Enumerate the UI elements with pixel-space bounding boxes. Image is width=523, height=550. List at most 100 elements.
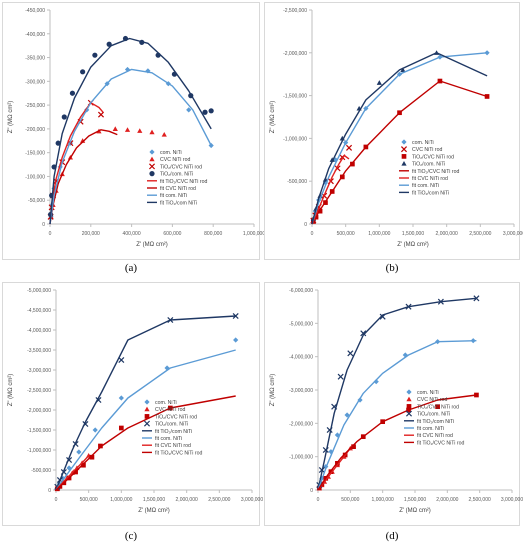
panel-d-frame bbox=[264, 282, 520, 526]
panel-c-x-tick-label: 1,500,000 bbox=[143, 497, 165, 503]
panel-a-y-tick-label: -150,000 bbox=[25, 151, 45, 157]
panel-b-series-4 bbox=[311, 80, 488, 225]
panel-d-data-point bbox=[351, 444, 356, 450]
panel-b-legend-label: fit TiO₂/com NiTi bbox=[412, 190, 449, 196]
panel-a-legend-label: com. NiTi bbox=[160, 150, 182, 156]
panel-b-series-5 bbox=[311, 154, 350, 225]
panel-a-data-point bbox=[137, 128, 143, 133]
panel-c-y-tick-label: 0 bbox=[48, 488, 51, 494]
panel-c-x-tick-label: 1,000,000 bbox=[110, 497, 132, 503]
panel-d-x-axis-title: Z' (MΩ cm²) bbox=[399, 508, 431, 514]
panel-a-data-point bbox=[124, 127, 131, 132]
panel-a-y-tick-label: -250,000 bbox=[25, 103, 45, 109]
panel-c-y-tick-label: -500,000 bbox=[31, 468, 51, 474]
panel-c-legend-label: fit CVC NiTi rod bbox=[155, 443, 191, 449]
panel-d-legend-label: fit CVC NiTi rod bbox=[417, 433, 453, 439]
panel-a-series-0 bbox=[48, 66, 214, 220]
panel-a-x-tick-label: 600,000 bbox=[163, 231, 181, 237]
panel-c-fit-line bbox=[55, 455, 90, 491]
panel-a-fit-line bbox=[49, 101, 104, 225]
panel-a-legend-label: CVC NiTi rod bbox=[160, 157, 190, 163]
panel-b-data-point bbox=[400, 67, 406, 72]
panel-c-caption: (c) bbox=[124, 530, 138, 542]
panel-d-caption: (d) bbox=[385, 530, 399, 542]
panel-a-data-point bbox=[186, 107, 192, 113]
panel-b-y-tick-label: 0 bbox=[304, 222, 307, 228]
panel-a-legend-swatch bbox=[149, 171, 155, 177]
panel-a-caption: (a) bbox=[124, 262, 138, 274]
panel-c-data-point bbox=[98, 443, 103, 449]
panel-b-legend-label: TiO₂/com. NiTi bbox=[412, 162, 445, 168]
panel-c-data-point bbox=[118, 395, 124, 401]
panel-d-data-point bbox=[402, 352, 408, 358]
panel-d-data-point bbox=[347, 350, 354, 357]
panel-a-x-tick-label: 400,000 bbox=[123, 231, 141, 237]
panel-c-data-point bbox=[118, 425, 124, 431]
panel-d-series-7 bbox=[317, 394, 477, 491]
panel-d-x-tick-label: 500,000 bbox=[341, 497, 359, 503]
panel-a-fit-line bbox=[49, 37, 212, 225]
panel-a-data-point bbox=[92, 52, 98, 58]
panel-d-fit-line bbox=[317, 394, 477, 491]
panel-c-x-tick-label: 3,000,000 bbox=[241, 497, 263, 503]
panel-d-data-point bbox=[337, 373, 344, 380]
panel-b-fit-line bbox=[311, 80, 488, 225]
panel-c-legend-label: fit com. NiTi bbox=[155, 436, 182, 442]
panel-a-data-point bbox=[202, 109, 208, 115]
panel-b-x-axis-title: Z' (MΩ cm²) bbox=[397, 242, 429, 248]
panel-a-x-axis-title: Z' (MΩ cm²) bbox=[136, 242, 168, 248]
panel-c-frame bbox=[2, 282, 260, 526]
panel-d-y-tick-label: -1,000,000 bbox=[289, 455, 313, 461]
panel-d-legend-label: fit com. NiTi bbox=[417, 426, 444, 432]
panel-c-data-point bbox=[89, 454, 95, 460]
panel-c-series-6 bbox=[55, 455, 90, 491]
panel-a-y-tick-label: -100,000 bbox=[25, 174, 45, 180]
panel-d-series-6 bbox=[317, 447, 351, 491]
panel-a-legend-label: fit com. NiTi bbox=[160, 193, 187, 199]
panel-c-legend-swatch bbox=[143, 420, 151, 427]
panel-a-data-point bbox=[112, 126, 118, 131]
panel-a-x-tick-label: 200,000 bbox=[82, 231, 100, 237]
panel-d-legend-label: com. NiTi bbox=[417, 390, 439, 396]
panel-a-legend-label: fit TiO₂/com NiTi bbox=[160, 200, 197, 206]
panel-c-data-point bbox=[92, 427, 98, 433]
panel-a-legend-label: fit CVC NiTi rod bbox=[160, 186, 196, 192]
panel-a-data-point bbox=[61, 114, 67, 120]
panel-b-series-6 bbox=[311, 52, 488, 225]
panel-a-legend-swatch bbox=[149, 149, 155, 155]
panel-d-data-point bbox=[360, 330, 367, 337]
panel-a-series-6 bbox=[49, 68, 212, 225]
panel-b-legend-swatch bbox=[401, 154, 407, 159]
panel-c-fit-line bbox=[55, 315, 236, 491]
panel-a-data-point bbox=[208, 108, 214, 114]
panel-b-data-point bbox=[350, 161, 355, 167]
panel-a-series-5 bbox=[49, 129, 118, 225]
panel-d-legend-swatch bbox=[405, 410, 413, 417]
panel-d-series-5 bbox=[317, 340, 477, 491]
panel-d-fit-line bbox=[317, 297, 477, 491]
panel-c-x-axis-title: Z' (MΩ cm²) bbox=[138, 508, 170, 514]
panel-c-legend-label: com. NiTi bbox=[155, 400, 177, 406]
panel-b-legend-swatch bbox=[401, 161, 407, 166]
panel-d-x-tick-label: 2,000,000 bbox=[436, 497, 458, 503]
panel-b-fit-line bbox=[311, 52, 488, 225]
panel-b-x-tick-label: 3,000,000 bbox=[503, 231, 523, 237]
panel-d-legend-label: fit TiO₂/CVC NiTi rod bbox=[417, 440, 464, 446]
panel-d-chart: 0 500,000 1,000,000 1,500,000 2,000,000 2,500… bbox=[264, 282, 523, 526]
panel-b-x-tick-label: 500,000 bbox=[337, 231, 355, 237]
panel-d-legend-swatch bbox=[406, 404, 412, 409]
panel-c-x-tick-label: 500,000 bbox=[80, 497, 98, 503]
panel-b-legend-swatch bbox=[401, 139, 407, 145]
panel-b-data-point bbox=[346, 144, 353, 151]
panel-d-fit-line bbox=[317, 340, 477, 491]
panel-b-y-tick-label: -1,000,000 bbox=[283, 136, 307, 142]
panel-a-legend-swatch bbox=[149, 156, 155, 162]
panel-c-fit-line bbox=[55, 395, 236, 491]
panel-c-data-point bbox=[81, 462, 86, 468]
panel-d-x-tick-label: 2,500,000 bbox=[469, 497, 491, 503]
panel-d-x-tick-label: 0 bbox=[317, 497, 320, 503]
panel-a-series-1 bbox=[48, 126, 167, 219]
